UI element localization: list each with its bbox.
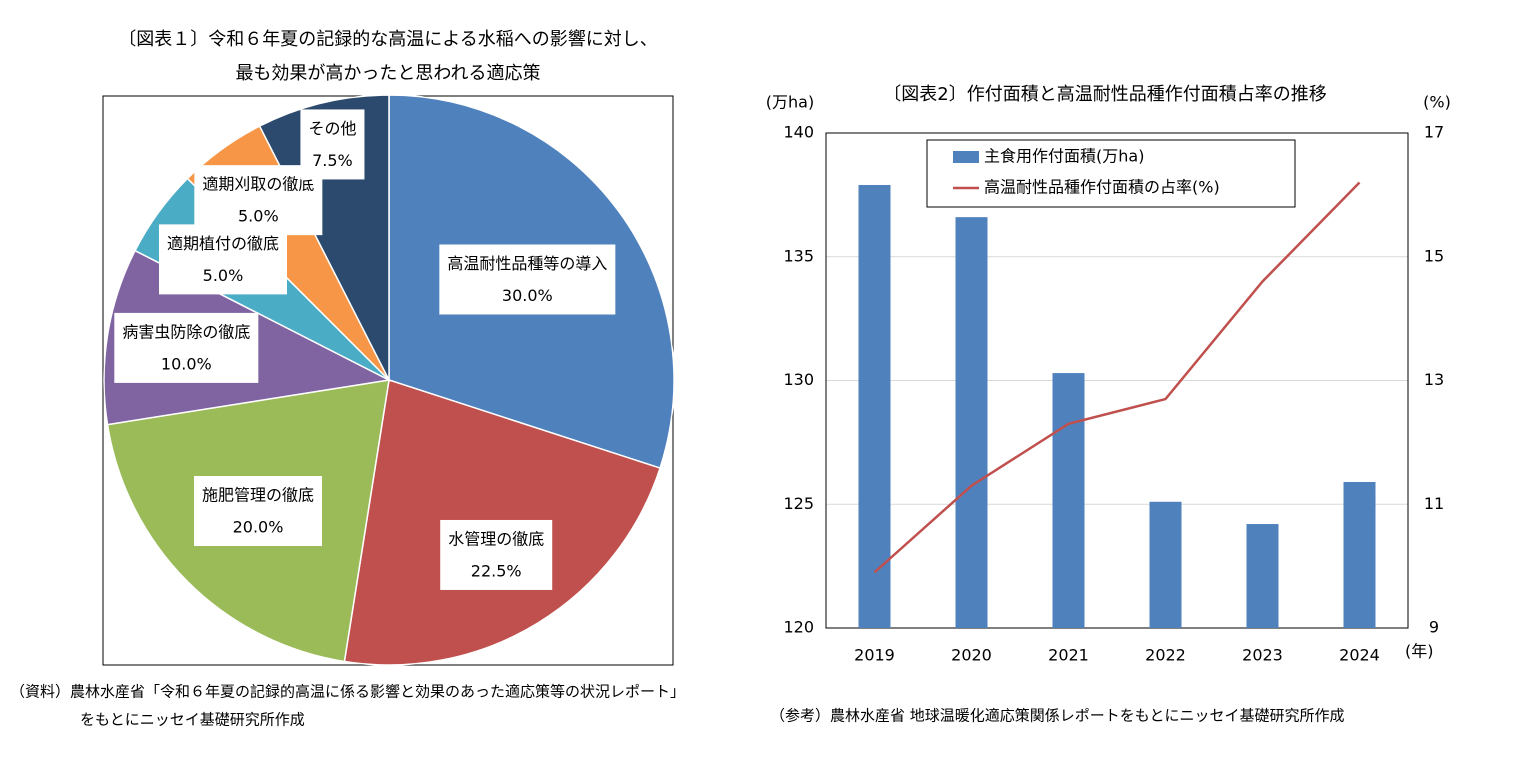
slice-label: その他 bbox=[308, 119, 356, 138]
y-tick-label: 135 bbox=[783, 246, 814, 265]
y2-tick-label: 9 bbox=[1429, 618, 1439, 637]
bar bbox=[955, 217, 988, 628]
value-label: 30.0% bbox=[502, 286, 553, 305]
label-box bbox=[439, 244, 616, 315]
bar bbox=[1343, 481, 1376, 628]
value-label: 5.0% bbox=[238, 207, 279, 226]
legend-swatch bbox=[953, 151, 979, 163]
y2-tick-label: 17 bbox=[1424, 123, 1444, 142]
chart-title: 〔図表2〕作付面積と高温耐性品種作付面積占率の推移 bbox=[883, 84, 1326, 105]
x-tick-label: 2024 bbox=[1339, 646, 1380, 665]
bar bbox=[1052, 373, 1085, 628]
value-label: 5.0% bbox=[203, 266, 244, 285]
y2-tick-label: 11 bbox=[1424, 494, 1444, 513]
pie-title: 〔図表１〕令和６年夏の記録的な高温による水稲への影響に対し、 bbox=[118, 29, 657, 50]
value-label: 10.0% bbox=[161, 354, 212, 373]
x-axis-label: (年) bbox=[1405, 642, 1434, 661]
line bbox=[873, 181, 1361, 574]
y2-axis-label: (%) bbox=[1423, 93, 1451, 112]
pie-title: 最も効果が高かったと思われる適応策 bbox=[235, 63, 540, 84]
bar bbox=[1149, 501, 1182, 628]
y-tick-label: 140 bbox=[783, 123, 814, 142]
y2-tick-label: 13 bbox=[1424, 370, 1444, 389]
label-box bbox=[114, 312, 259, 383]
bar bbox=[858, 184, 891, 628]
x-tick-label: 2019 bbox=[854, 646, 895, 665]
bar bbox=[1246, 524, 1279, 628]
x-tick-label: 2021 bbox=[1048, 646, 1089, 665]
legend-label: 主食用作付面積(万ha) bbox=[984, 147, 1144, 166]
source-note: （参考）農林水産省 地球温暖化適応策関係レポートをもとにニッセイ基礎研究所作成 bbox=[770, 707, 1344, 725]
label-box bbox=[194, 475, 323, 546]
x-tick-label: 2023 bbox=[1242, 646, 1283, 665]
source-note: をもとにニッセイ基礎研究所作成 bbox=[80, 711, 305, 729]
source-note: （資料）農林水産省「令和６年夏の記録的高温に係る影響と効果のあった適応策等の状況… bbox=[10, 683, 685, 701]
slice-label: 施肥管理の徹底 bbox=[202, 485, 314, 504]
y-axis-label: (万ha) bbox=[766, 93, 814, 112]
y2-tick-label: 15 bbox=[1424, 246, 1444, 265]
value-label: 22.5% bbox=[471, 561, 522, 580]
value-label: 20.0% bbox=[233, 517, 284, 536]
x-tick-label: 2022 bbox=[1145, 646, 1186, 665]
y-tick-label: 130 bbox=[783, 370, 814, 389]
legend-box bbox=[926, 139, 1296, 208]
x-tick-label: 2020 bbox=[951, 646, 992, 665]
label-box bbox=[440, 519, 553, 590]
plot-frame bbox=[825, 132, 1409, 629]
slice-label: 病害虫防除の徹底 bbox=[122, 322, 250, 341]
label-box bbox=[158, 224, 287, 295]
legend-label: 高温耐性品種作付面積の占率(%) bbox=[984, 178, 1220, 197]
slice-label: 適期植付の徹底 bbox=[167, 234, 279, 253]
y-tick-label: 125 bbox=[783, 494, 814, 513]
slice-label: 高温耐性品種等の導入 bbox=[447, 254, 607, 273]
value-label: 7.5% bbox=[312, 151, 353, 170]
slice-label: 適期刈取の徹底 bbox=[202, 175, 314, 194]
slice-label: 水管理の徹底 bbox=[448, 529, 544, 548]
y-tick-label: 120 bbox=[783, 618, 814, 637]
label-box bbox=[300, 109, 365, 180]
